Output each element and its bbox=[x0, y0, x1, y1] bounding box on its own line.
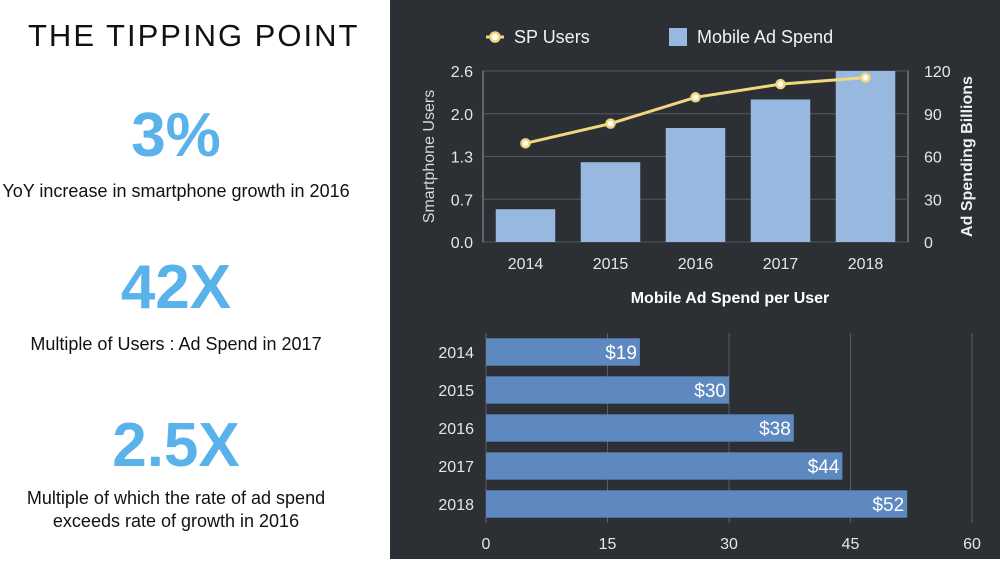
sp-users-point bbox=[775, 78, 786, 90]
bar-value-label: $19 bbox=[605, 343, 637, 364]
bar-value-label: $44 bbox=[808, 457, 840, 478]
legend-label-ad-spend: Mobile Ad Spend bbox=[697, 27, 833, 47]
x-tick-label: 2018 bbox=[848, 256, 884, 273]
ad-spend-bar bbox=[750, 99, 811, 242]
y-tick-label-bottom: 2014 bbox=[438, 345, 474, 362]
x-tick-label: 2014 bbox=[508, 256, 544, 273]
x-tick-label: 2015 bbox=[593, 256, 629, 273]
legend-bar-swatch bbox=[669, 28, 687, 46]
sp-users-point bbox=[860, 72, 871, 83]
ad-spend-bar bbox=[495, 209, 556, 242]
spend-per-user-bar bbox=[486, 338, 640, 366]
ad-spend-bar bbox=[580, 162, 641, 242]
bar-value-label: $30 bbox=[694, 381, 726, 402]
legend-label-sp-users: SP Users bbox=[514, 27, 590, 47]
spend-per-user-bar bbox=[486, 376, 729, 404]
x-tick-label-bottom: 0 bbox=[482, 536, 491, 553]
bar-value-label: $38 bbox=[759, 419, 791, 440]
chart-canvas: 0.0 0.7 1.3 2.0 2.6 0 30 60 90 120 2014 2015 2016 201… bbox=[421, 27, 981, 553]
y-right-tick-label: 60 bbox=[924, 150, 942, 167]
spend-per-user-bar bbox=[486, 490, 908, 518]
spend-per-user-bar bbox=[486, 414, 794, 442]
left-panel: THE TIPPING POINT 3% YoY increase in sma… bbox=[0, 0, 390, 559]
stat-description-3: Multiple of which the rate of ad spend e… bbox=[26, 488, 326, 531]
y-left-tick-label: 2.0 bbox=[451, 107, 473, 124]
y-tick-label-bottom: 2016 bbox=[438, 421, 474, 438]
page-title: THE TIPPING POINT bbox=[28, 18, 360, 53]
x-tick-label: 2017 bbox=[763, 256, 799, 273]
ad-spend-bar bbox=[835, 71, 896, 242]
stat-description-2: Multiple of Users : Ad Spend in 2017 bbox=[30, 334, 322, 354]
bottom-chart-title: Mobile Ad Spend per User bbox=[631, 290, 830, 307]
sp-users-point bbox=[605, 118, 616, 129]
x-tick-label-bottom: 30 bbox=[720, 536, 738, 553]
stat-description-1: YoY increase in smartphone growth in 201… bbox=[2, 181, 350, 201]
chart-panel: 0.0 0.7 1.3 2.0 2.6 0 30 60 90 120 2014 2015 2016 201… bbox=[390, 0, 1000, 559]
y-left-tick-label: 2.6 bbox=[451, 64, 473, 81]
y-right-axis-title: Ad Spending Billions bbox=[959, 76, 976, 237]
y-left-axis-title: Smartphone Users bbox=[421, 90, 438, 223]
y-right-tick-label: 120 bbox=[924, 64, 951, 81]
x-tick-label-bottom: 15 bbox=[599, 536, 617, 553]
y-right-tick-label: 90 bbox=[924, 107, 942, 124]
stat-value-2: 42X bbox=[120, 253, 232, 322]
stat-value-3: 2.5X bbox=[112, 411, 240, 480]
y-right-tick-label: 0 bbox=[924, 235, 933, 252]
sp-users-point bbox=[690, 92, 701, 103]
x-tick-label-bottom: 45 bbox=[842, 536, 860, 553]
y-left-tick-label: 0.7 bbox=[451, 192, 473, 209]
bar-value-label: $52 bbox=[872, 495, 904, 516]
y-tick-label-bottom: 2017 bbox=[438, 459, 474, 476]
ad-spend-bar bbox=[665, 128, 726, 242]
y-left-tick-label: 1.3 bbox=[451, 150, 473, 167]
sp-users-point bbox=[520, 138, 531, 149]
y-tick-label-bottom: 2015 bbox=[438, 383, 474, 400]
spend-per-user-bar bbox=[486, 452, 843, 480]
x-tick-label-bottom: 60 bbox=[963, 536, 981, 553]
y-right-tick-label: 30 bbox=[924, 192, 942, 209]
x-tick-label: 2016 bbox=[678, 256, 714, 273]
stat-value-1: 3% bbox=[131, 101, 221, 170]
y-left-tick-label: 0.0 bbox=[451, 235, 473, 252]
legend-line-marker bbox=[489, 31, 501, 43]
y-tick-label-bottom: 2018 bbox=[438, 497, 474, 514]
